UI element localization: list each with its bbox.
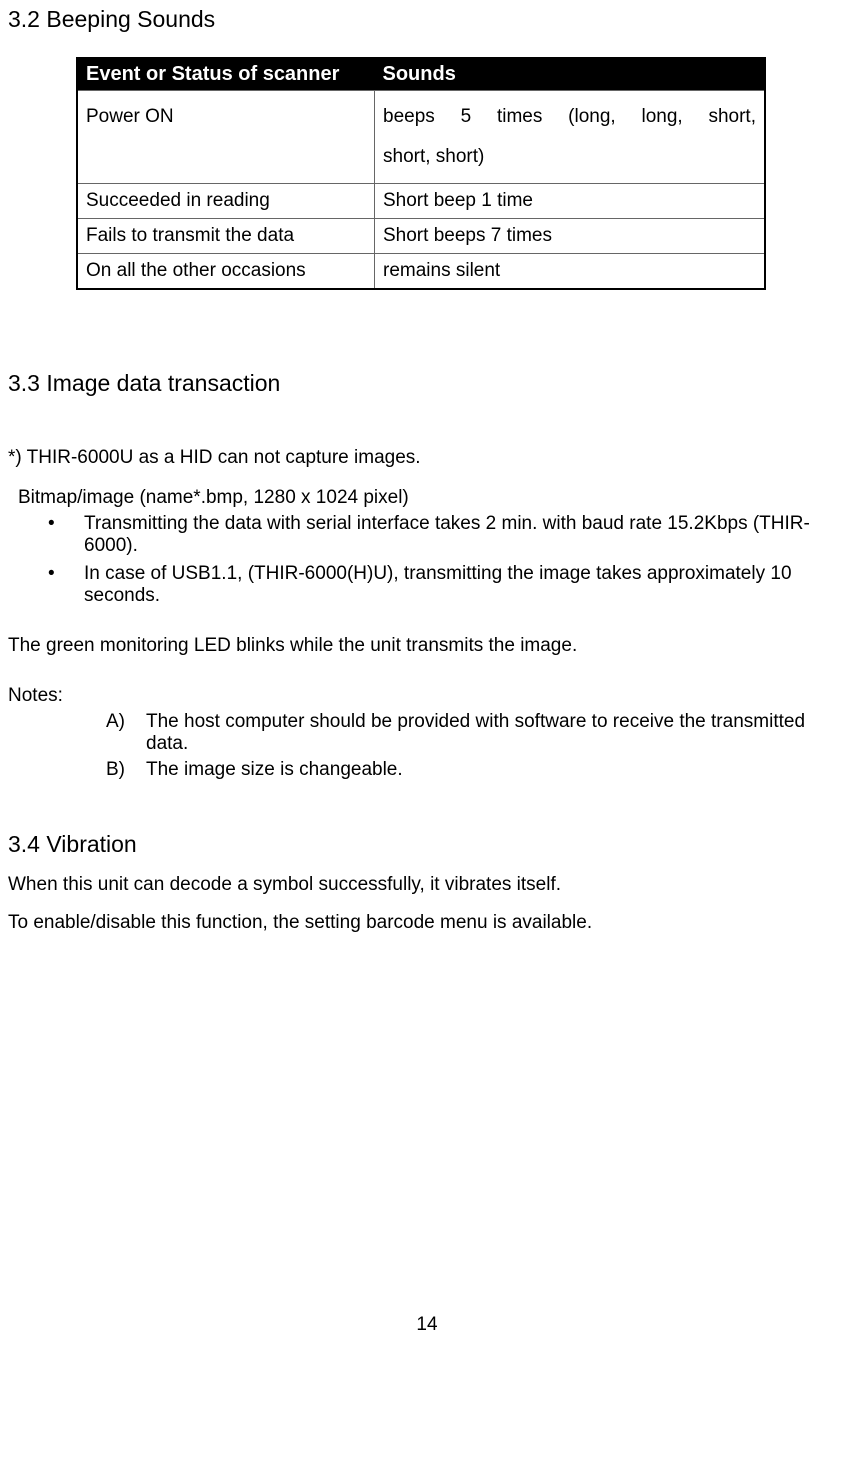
list-item: B) The image size is changeable.	[106, 759, 846, 781]
page-number: 14	[8, 1314, 846, 1336]
bitmap-spec: Bitmap/image (name*.bmp, 1280 x 1024 pix…	[18, 487, 846, 509]
bullet-icon: •	[48, 563, 84, 607]
table-cell-sound: beeps 5 times (long, long, short, short,…	[375, 91, 766, 184]
table-row: Succeeded in reading Short beep 1 time	[77, 183, 765, 218]
note-text: The image size is changeable.	[146, 759, 403, 781]
table-cell-event: Succeeded in reading	[77, 183, 375, 218]
table-cell-event: Power ON	[77, 91, 375, 184]
table-row: Fails to transmit the data Short beeps 7…	[77, 218, 765, 253]
bullet-icon: •	[48, 513, 84, 557]
note-letter: A)	[106, 711, 146, 755]
vibration-line2: To enable/disable this function, the set…	[8, 912, 846, 934]
list-item: A) The host computer should be provided …	[106, 711, 846, 755]
section-3-2-heading: 3.2 Beeping Sounds	[8, 6, 846, 33]
table-row: Power ON beeps 5 times (long, long, shor…	[77, 91, 765, 184]
table-cell-sound: remains silent	[375, 253, 766, 289]
note-text: The host computer should be provided wit…	[146, 711, 846, 755]
hid-note: *) THIR-6000U as a HID can not capture i…	[8, 447, 846, 469]
table-row: On all the other occasions remains silen…	[77, 253, 765, 289]
table-header-sounds: Sounds	[375, 58, 766, 91]
table-header-event: Event or Status of scanner	[77, 58, 375, 91]
beeping-sounds-table: Event or Status of scanner Sounds Power …	[76, 57, 766, 290]
sound-line2: short, short)	[383, 137, 756, 177]
section-3-3-heading: 3.3 Image data transaction	[8, 370, 846, 397]
notes-label: Notes:	[8, 685, 846, 707]
vibration-line1: When this unit can decode a symbol succe…	[8, 874, 846, 896]
table-cell-sound: Short beeps 7 times	[375, 218, 766, 253]
section-3-4-heading: 3.4 Vibration	[8, 831, 846, 858]
table-cell-sound: Short beep 1 time	[375, 183, 766, 218]
bullet-text: In case of USB1.1, (THIR-6000(H)U), tran…	[84, 563, 846, 607]
list-item: • Transmitting the data with serial inte…	[48, 513, 846, 557]
bullet-text: Transmitting the data with serial interf…	[84, 513, 846, 557]
list-item: • In case of USB1.1, (THIR-6000(H)U), tr…	[48, 563, 846, 607]
bullet-list: • Transmitting the data with serial inte…	[8, 513, 846, 607]
sound-line1: beeps 5 times (long, long, short,	[383, 97, 756, 137]
note-letter: B)	[106, 759, 146, 781]
table-cell-event: Fails to transmit the data	[77, 218, 375, 253]
table-cell-event: On all the other occasions	[77, 253, 375, 289]
led-line: The green monitoring LED blinks while th…	[8, 635, 846, 657]
